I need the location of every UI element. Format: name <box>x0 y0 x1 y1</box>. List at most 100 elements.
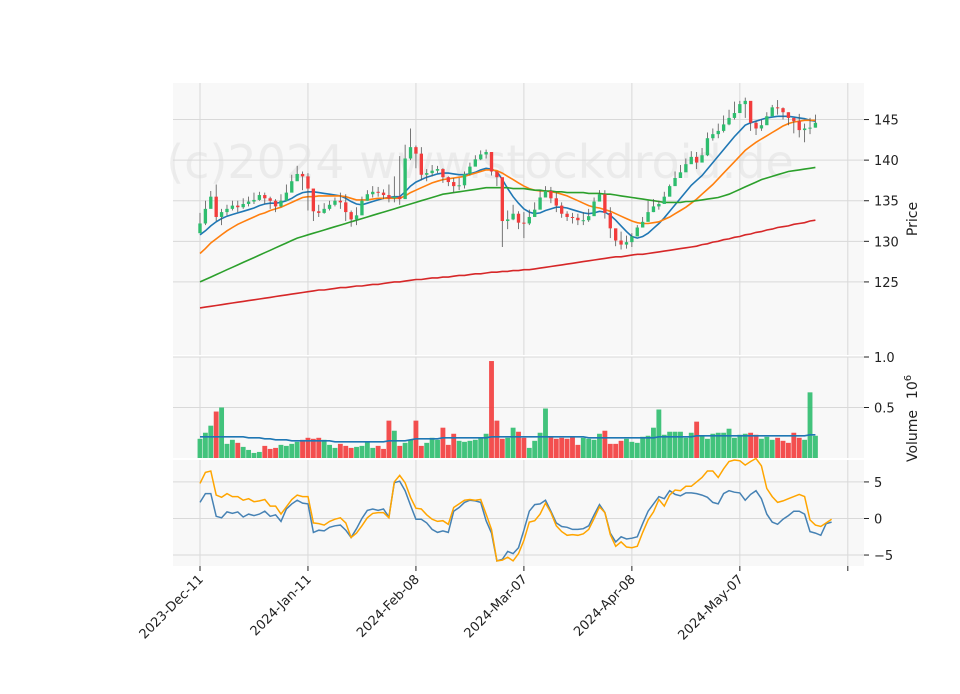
candle-up <box>365 194 370 201</box>
candle-up <box>646 212 650 222</box>
volume-bar <box>202 432 208 458</box>
volume-bar <box>748 432 754 458</box>
candle-up <box>430 170 434 174</box>
volume-bar <box>737 434 743 458</box>
volume-bar <box>634 442 640 458</box>
volume-bar <box>526 447 532 458</box>
candle-down <box>613 228 618 241</box>
volume-bar <box>759 438 764 458</box>
sma_slow-line <box>199 166 816 283</box>
volume-bar <box>791 432 797 458</box>
volume-bar <box>391 430 397 458</box>
candle-up <box>721 124 726 131</box>
candle-up <box>230 205 235 209</box>
volume-bar <box>402 442 408 458</box>
volume-bar <box>678 431 683 458</box>
volume-bar <box>208 425 214 458</box>
volume-bar <box>618 440 624 458</box>
oscillator-axis-tick-label: 0 <box>874 512 882 527</box>
volume-bar <box>375 445 381 458</box>
volume-average-line <box>200 433 816 443</box>
price-axis-label: Price <box>905 202 921 236</box>
candle-down <box>619 240 623 245</box>
volume-bar <box>613 443 619 458</box>
volume-bar <box>283 445 289 458</box>
volume-bar <box>278 444 284 458</box>
volume-bar <box>348 447 354 458</box>
candle-down <box>786 112 791 118</box>
volume-bar <box>802 439 808 458</box>
candle-down <box>376 191 380 193</box>
candle-up <box>354 215 359 220</box>
candle-up <box>198 223 202 234</box>
candle-down <box>452 182 456 187</box>
candle-down <box>754 122 758 129</box>
candle-up <box>295 173 299 182</box>
x-axis-tick-label: 2024-Jan-11 <box>248 572 315 639</box>
price-axis-tick-label: 130 <box>874 235 899 250</box>
candle-up <box>333 200 337 205</box>
sma_long-line <box>199 219 816 309</box>
candle-down <box>565 213 569 217</box>
candle-up <box>592 201 596 217</box>
candle-down <box>349 212 353 220</box>
volume-bar <box>424 442 430 458</box>
volume-bar <box>267 448 273 458</box>
candle-up <box>543 190 548 198</box>
volume-bar <box>429 437 435 458</box>
volume-bar <box>494 420 500 458</box>
candle-down <box>516 213 521 223</box>
volume-bar <box>742 433 748 458</box>
volume-bar <box>300 439 305 458</box>
candle-down <box>775 107 780 109</box>
candle-up <box>246 201 251 204</box>
candle-up <box>651 206 656 213</box>
candle-up <box>462 173 467 186</box>
volume-bar <box>462 441 467 458</box>
volume-bar <box>559 437 565 458</box>
candle-down <box>306 176 310 189</box>
volume-bar <box>289 443 295 458</box>
x-axis-tick-label: 2024-Feb-08 <box>354 572 423 641</box>
volume-bar <box>370 447 376 458</box>
candle-down <box>489 152 494 172</box>
volume-bar <box>489 361 494 458</box>
candle-down <box>554 198 558 206</box>
candle-down <box>500 177 504 222</box>
candle-up <box>473 159 477 167</box>
volume-bar <box>661 434 667 458</box>
volume-bar <box>246 449 252 458</box>
oscillator-panel <box>173 460 864 566</box>
volume-bar <box>251 452 257 458</box>
volume-bar <box>219 407 225 458</box>
volume-bar <box>273 447 278 458</box>
oscillator-axis-tick-label: 5 <box>874 476 882 491</box>
volume-bar <box>726 428 732 458</box>
osc_1-line <box>199 480 832 562</box>
candle-up <box>667 186 672 197</box>
volume-bar <box>451 433 457 458</box>
candle-up <box>802 128 807 131</box>
candle-up <box>392 196 397 199</box>
candle-down <box>414 147 418 154</box>
candle-up <box>711 134 715 139</box>
candle-up <box>716 130 720 135</box>
volume-bar <box>354 446 359 458</box>
candle-up <box>738 104 742 114</box>
candle-up <box>705 138 710 156</box>
candle-down <box>419 153 424 175</box>
candle-down <box>398 196 402 200</box>
volume-bar <box>710 433 716 458</box>
volume-bar <box>688 432 694 458</box>
candle-up <box>506 219 510 222</box>
price-axis-tick-label: 145 <box>874 114 899 129</box>
volume-bar <box>483 433 489 458</box>
volume-bar <box>580 437 586 458</box>
volume-bar <box>224 443 230 458</box>
candle-up <box>657 203 661 207</box>
volume-bar <box>337 443 343 458</box>
candle-up <box>403 158 407 200</box>
candle-down <box>781 108 785 113</box>
osc_2-line <box>199 457 833 562</box>
